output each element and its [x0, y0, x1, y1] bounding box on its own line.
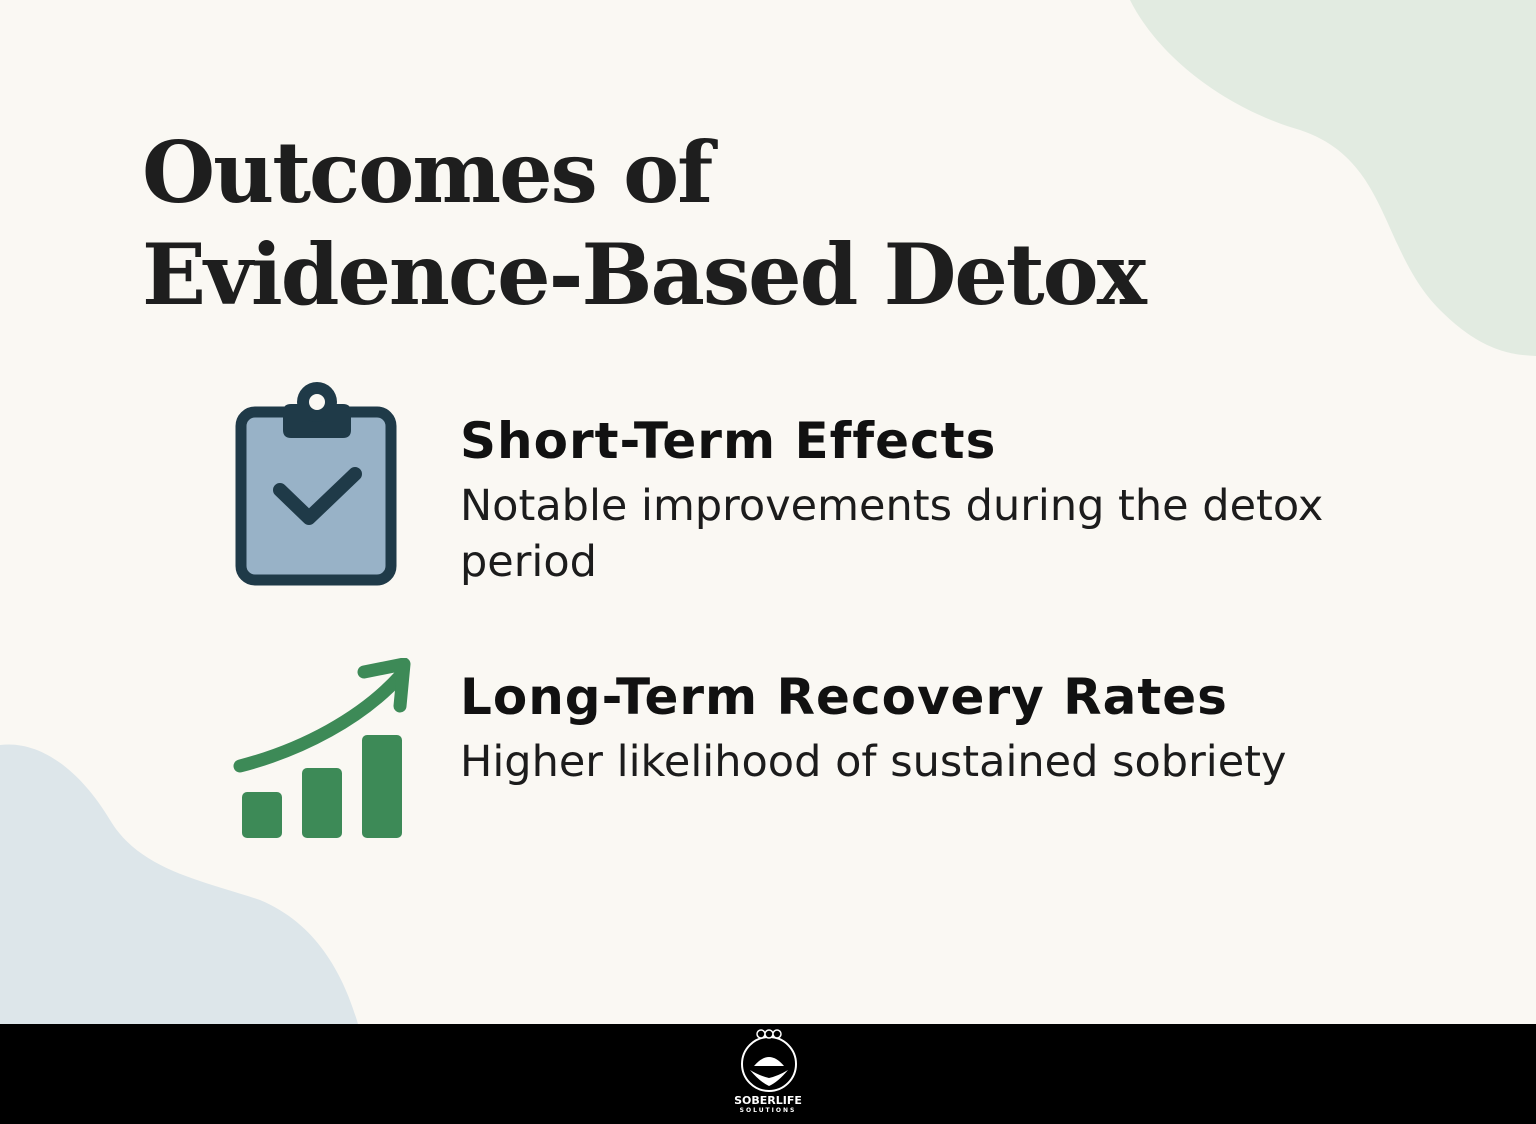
item-description: Notable improvements during the detox pe… [460, 481, 1324, 587]
item-short-term: Short-Term Effects Notable improvements … [460, 412, 1360, 590]
brand-name: SOBERLIFE [734, 1094, 802, 1107]
soberlife-logo [741, 1029, 797, 1092]
growth-chart-icon [233, 658, 411, 838]
title-line-2: Evidence-Based Detox [142, 225, 1147, 324]
item-long-term: Long-Term Recovery Rates Higher likeliho… [460, 668, 1360, 790]
clipboard-check-icon [235, 382, 397, 586]
green-blob [1130, 0, 1536, 356]
brand-subtitle: SOLUTIONS [739, 1107, 797, 1114]
item-heading: Long-Term Recovery Rates [460, 668, 1228, 726]
footer: SOBERLIFE SOLUTIONS [0, 1024, 1536, 1124]
title-line-1: Outcomes of [142, 123, 713, 222]
page-title: Outcomes of Evidence-Based Detox [142, 122, 1147, 326]
item-heading: Short-Term Effects [460, 412, 997, 470]
background-blobs [0, 0, 1536, 1024]
blue-blob [0, 744, 358, 1024]
item-description: Higher likelihood of sustained sobriety [460, 737, 1287, 787]
